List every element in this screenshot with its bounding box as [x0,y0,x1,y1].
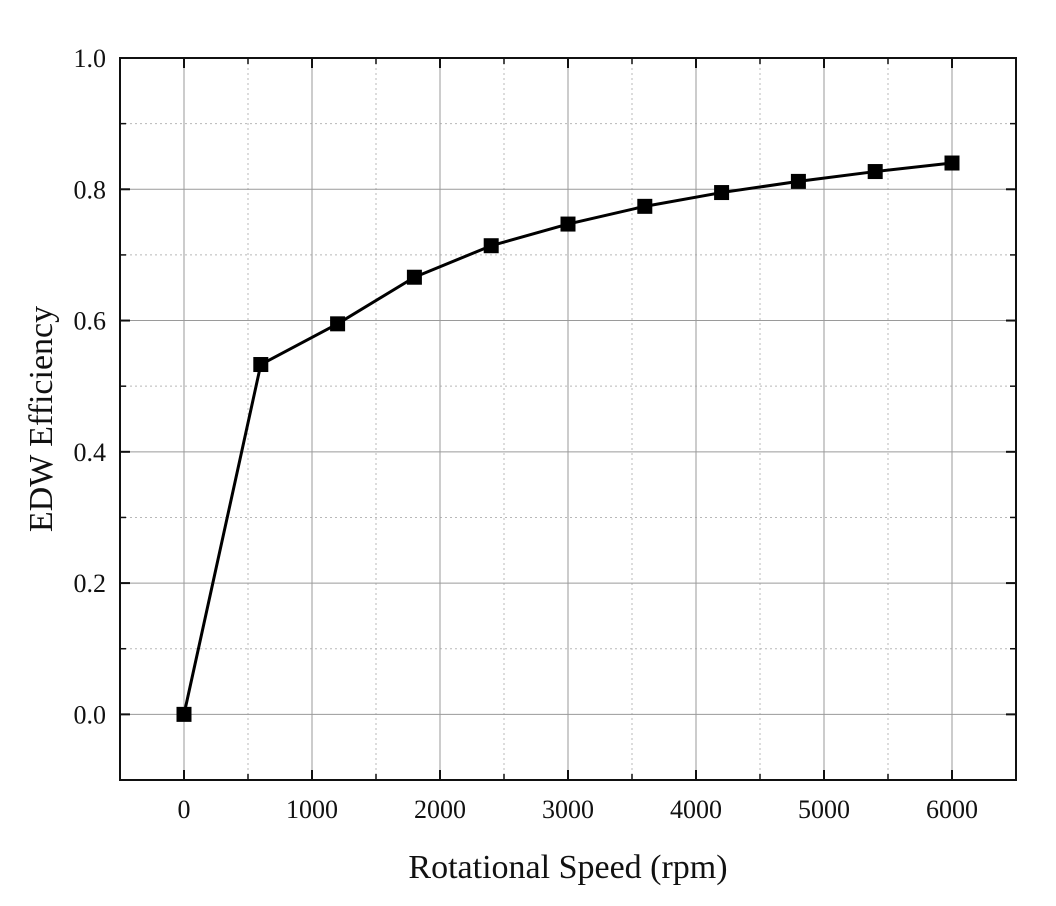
axis-ticks [120,57,1016,781]
data-point [637,198,653,214]
series [176,155,960,722]
x-tick-label: 1000 [286,795,338,824]
y-tick-label: 0.4 [74,438,107,467]
x-tick-label: 3000 [542,795,594,824]
y-tick-label: 0.2 [74,569,107,598]
data-point [406,269,422,285]
data-point [867,164,883,180]
x-tick-label: 2000 [414,795,466,824]
data-point [560,216,576,232]
x-tick-label: 6000 [926,795,978,824]
x-tick-label: 5000 [798,795,850,824]
y-tick-label: 1.0 [74,44,107,73]
data-point [176,706,192,722]
tick-labels: 0 1000 2000 3000 4000 5000 6000 0.0 0.2 0.4 0.6 0.8… [74,44,979,824]
y-axis-title: EDW Efficiency [23,306,60,532]
data-point [253,357,269,373]
x-tick-label: 0 [178,795,191,824]
x-axis-title: Rotational Speed (rpm) [408,849,727,886]
grid [120,58,1016,780]
x-tick-label: 4000 [670,795,722,824]
data-point [714,185,730,201]
data-point [944,155,960,171]
y-tick-label: 0.6 [74,307,107,336]
data-point [330,316,346,332]
y-tick-label: 0.0 [74,700,107,729]
data-point [483,238,499,254]
y-tick-label: 0.8 [74,175,107,204]
data-point [790,173,806,189]
